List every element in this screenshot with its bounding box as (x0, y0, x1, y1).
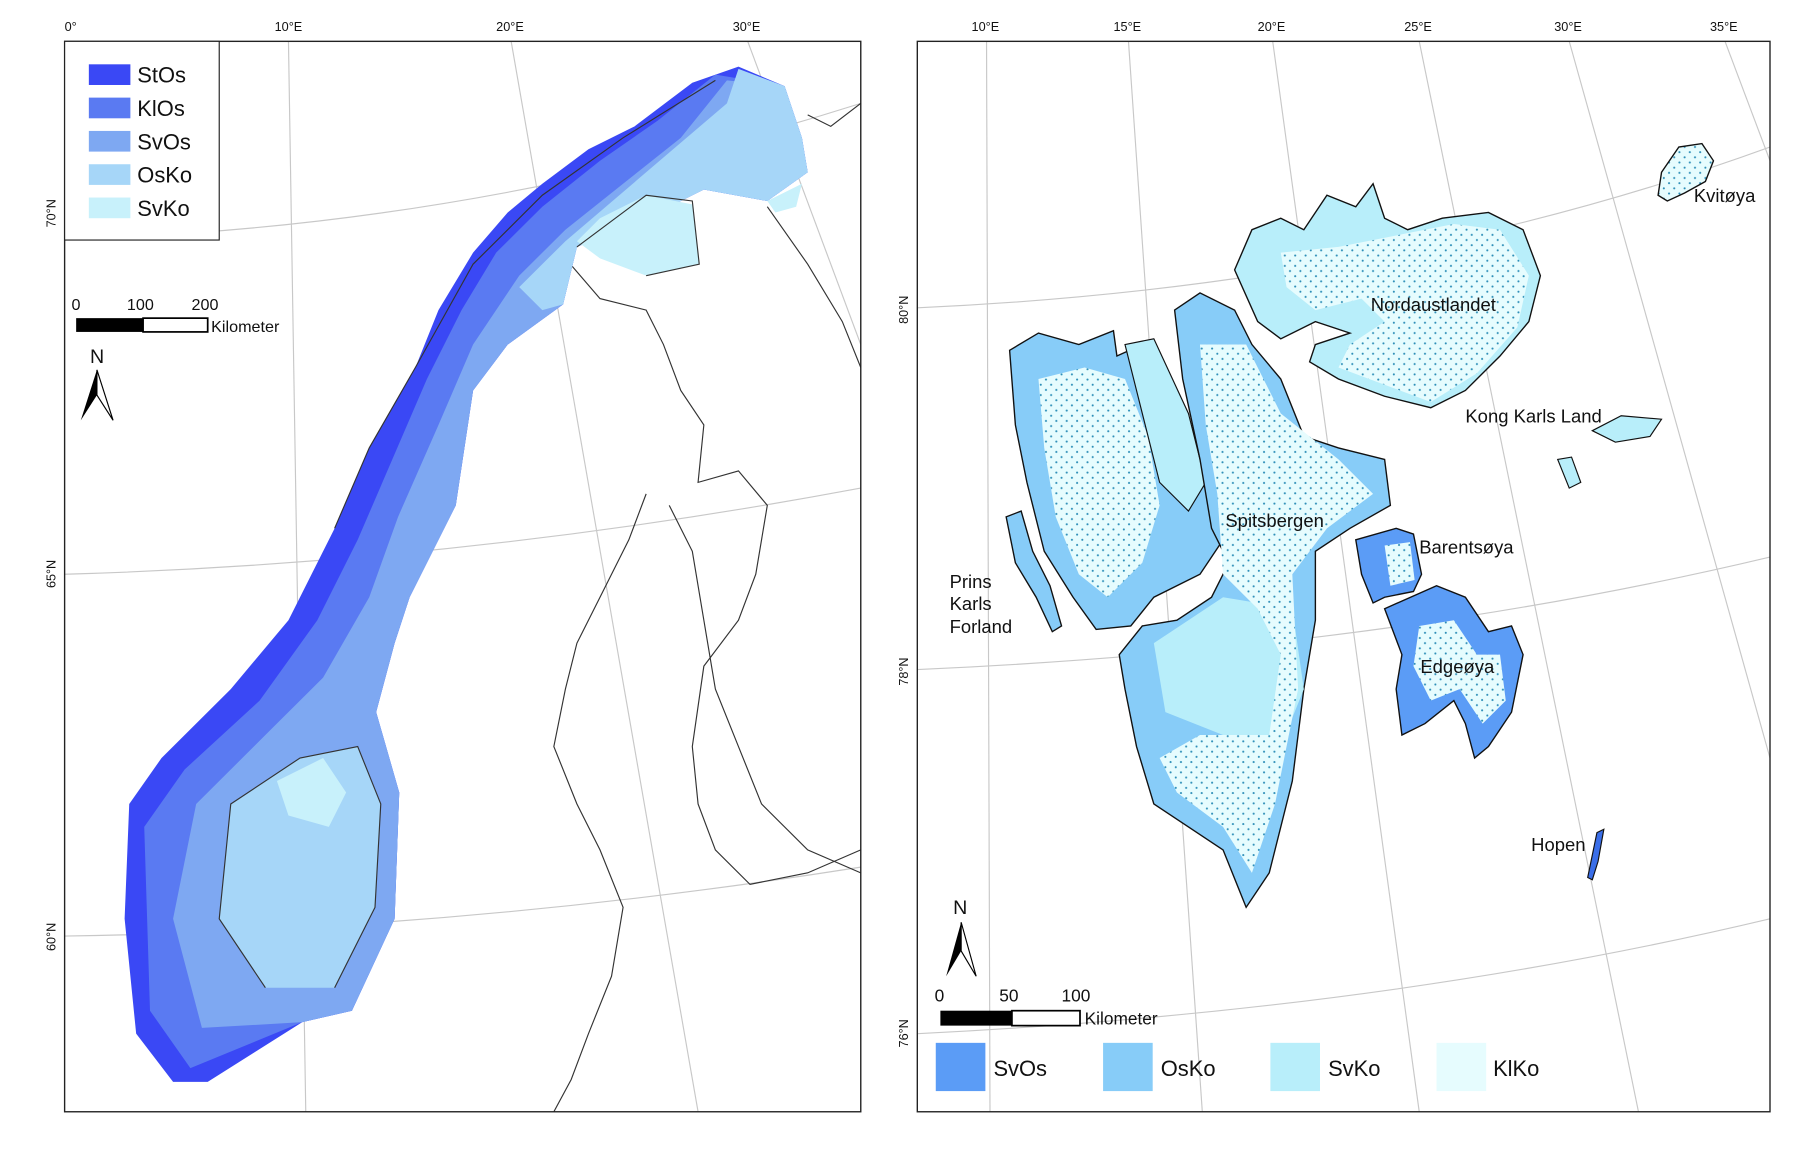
right-map-frame (916, 40, 1771, 1113)
legend-swatch-svko (88, 197, 131, 219)
legend-label: OsKo (137, 163, 192, 188)
legend-label: SvOs (137, 129, 191, 154)
finland-russia-border (766, 206, 861, 368)
legend-swatch-svos (935, 1042, 986, 1092)
svg-text:N: N (953, 897, 967, 919)
scale-unit: Kilometer (1085, 1009, 1158, 1029)
place-label: Forland (950, 616, 1013, 637)
legend-label: KlOs (137, 96, 185, 121)
russia-coast (807, 102, 861, 128)
scale-tick: 0 (935, 986, 945, 1006)
legend-label: SvKo (137, 196, 189, 221)
norway-map: 0° 10°E 20°E 30°E 70°N 65°N 60°N StOs Kl… (44, 20, 862, 1113)
zone-klko (1280, 223, 1529, 402)
zone-klko (1038, 367, 1160, 598)
zone-svko (1153, 597, 1304, 747)
place-label: Nordaustlandet (1371, 294, 1496, 315)
lat-tick: 76°N (897, 1019, 911, 1047)
place-label: Barentsøya (1419, 537, 1514, 558)
island-kong-karls-land (1556, 415, 1663, 489)
lon-tick: 30°E (733, 20, 761, 34)
lon-tick: 20°E (1258, 20, 1286, 34)
scale-tick: 200 (192, 296, 219, 314)
island-hopen (1587, 828, 1605, 881)
scale-unit: Kilometer (211, 318, 280, 336)
island-prins-karls-forland (1005, 510, 1063, 633)
lat-tick: 80°N (897, 296, 911, 324)
legend-swatch-svos (88, 130, 131, 152)
scale-tick: 0 (72, 296, 81, 314)
lon-tick: 35°E (1710, 20, 1738, 34)
island-kvitoya (1657, 142, 1715, 202)
scale-tick: 100 (127, 296, 154, 314)
legend-label: SvKo (1328, 1056, 1380, 1081)
sweden-coast (553, 493, 647, 1112)
sweden-finland-border (564, 258, 861, 885)
lon-tick: 20°E (496, 20, 524, 34)
zone-klko (1384, 542, 1415, 586)
legend-label: OsKo (1161, 1056, 1216, 1081)
scale-tick: 50 (999, 986, 1018, 1006)
lon-tick: 10°E (972, 20, 1000, 34)
zone-osko (219, 68, 808, 988)
place-label: Karls (950, 593, 992, 614)
north-arrow-icon: N (946, 897, 977, 977)
lat-tick: 70°N (44, 199, 58, 227)
finland-coast (668, 505, 861, 874)
legend-swatch-stos (88, 64, 131, 85)
left-legend: StOs KlOs SvOs OsKo SvKo (64, 40, 220, 241)
legend-label: KlKo (1493, 1056, 1539, 1081)
place-label: Kvitøya (1694, 185, 1756, 206)
lat-tick: 78°N (897, 657, 911, 685)
zone-klko (1413, 620, 1506, 724)
lon-tick: 10°E (275, 20, 303, 34)
north-arrow-icon: N (80, 346, 114, 421)
left-map-frame (63, 40, 862, 1113)
lon-tick: 15°E (1113, 20, 1141, 34)
legend-label: StOs (137, 63, 186, 88)
graticule-78n (917, 556, 1770, 671)
right-scale-bar: 0 50 100 Kilometer (935, 986, 1158, 1029)
zone-klko (1159, 344, 1374, 873)
lat-tick: 65°N (44, 560, 58, 588)
place-label: Edgeøya (1420, 656, 1495, 677)
legend-label: SvOs (993, 1056, 1047, 1081)
legend-swatch-osko (1103, 1042, 1153, 1092)
legend-swatch-klos (88, 97, 131, 119)
place-label: Prins (950, 571, 992, 592)
lon-tick: 25°E (1404, 20, 1432, 34)
lon-tick: 30°E (1554, 20, 1582, 34)
lat-tick: 60°N (44, 923, 58, 951)
place-label: Hopen (1531, 834, 1585, 855)
scale-tick: 100 (1062, 986, 1091, 1006)
place-label: Kong Karls Land (1465, 406, 1601, 427)
svg-text:N: N (90, 346, 104, 368)
place-label: Spitsbergen (1225, 510, 1323, 531)
zone-boundaries (218, 79, 716, 989)
legend-swatch-klko (1436, 1042, 1487, 1092)
left-scale-bar: 0 100 200 Kilometer (72, 296, 280, 336)
legend-swatch-osko (88, 164, 131, 185)
legend-swatch-svko (1270, 1042, 1320, 1092)
right-legend: SvOs OsKo SvKo KlKo (935, 1042, 1539, 1092)
graticule-65n (64, 487, 861, 575)
svalbard-map: 10°E 15°E 20°E 25°E 30°E 35°E 80°N 78°N … (897, 20, 1771, 1113)
lon-tick: 0° (65, 20, 77, 34)
